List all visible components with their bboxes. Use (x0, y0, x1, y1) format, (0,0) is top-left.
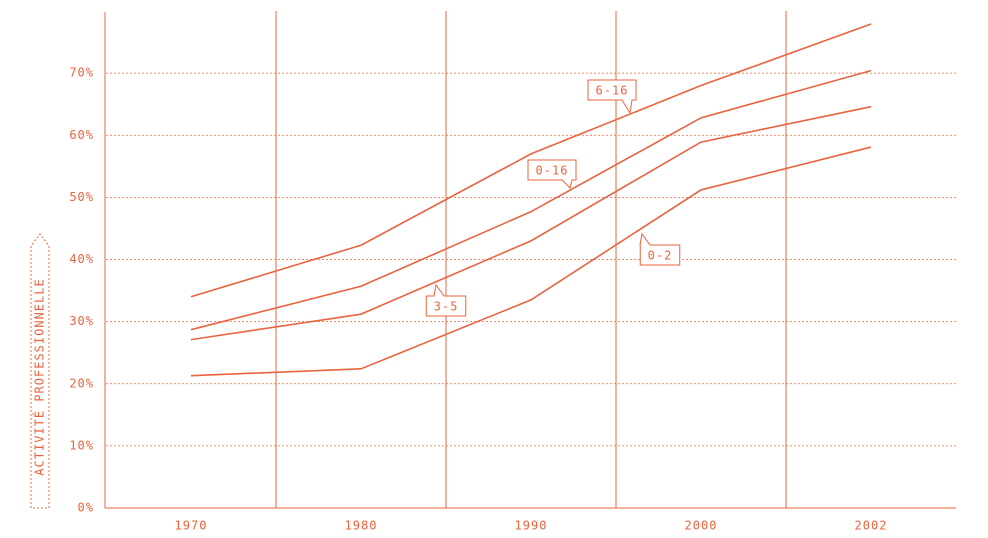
callout-box (425, 283, 467, 317)
y-tick-label: 30% (69, 314, 94, 328)
line (190, 23, 872, 298)
y-tick-label: 50% (69, 190, 94, 204)
line (190, 69, 872, 331)
series-label: 0-2 (648, 249, 673, 263)
line (190, 105, 872, 341)
y-tick-label: 20% (69, 376, 94, 390)
callout-box (527, 159, 577, 189)
callout-box (639, 232, 681, 266)
series-label: 0-16 (536, 164, 569, 178)
x-tick-label: 1970 (175, 519, 208, 533)
series-label: 3-5 (434, 300, 459, 314)
callout-box (587, 79, 637, 115)
series-label: 6-16 (596, 84, 629, 98)
y-label-frame (30, 233, 50, 509)
y-tick-label: 40% (69, 252, 94, 266)
x-tick-label: 1990 (515, 519, 548, 533)
y-axis-label: ACTIVITÉ PROFESSIONNELLE (32, 278, 47, 475)
x-tick-label: 2002 (855, 519, 888, 533)
x-tick-label: 2000 (685, 519, 718, 533)
y-tick-label: 10% (69, 438, 94, 452)
y-tick-label: 0% (78, 501, 94, 515)
line (190, 146, 872, 377)
x-tick-label: 1980 (345, 519, 378, 533)
y-tick-label: 60% (69, 128, 94, 142)
y-tick-label: 70% (69, 66, 94, 80)
